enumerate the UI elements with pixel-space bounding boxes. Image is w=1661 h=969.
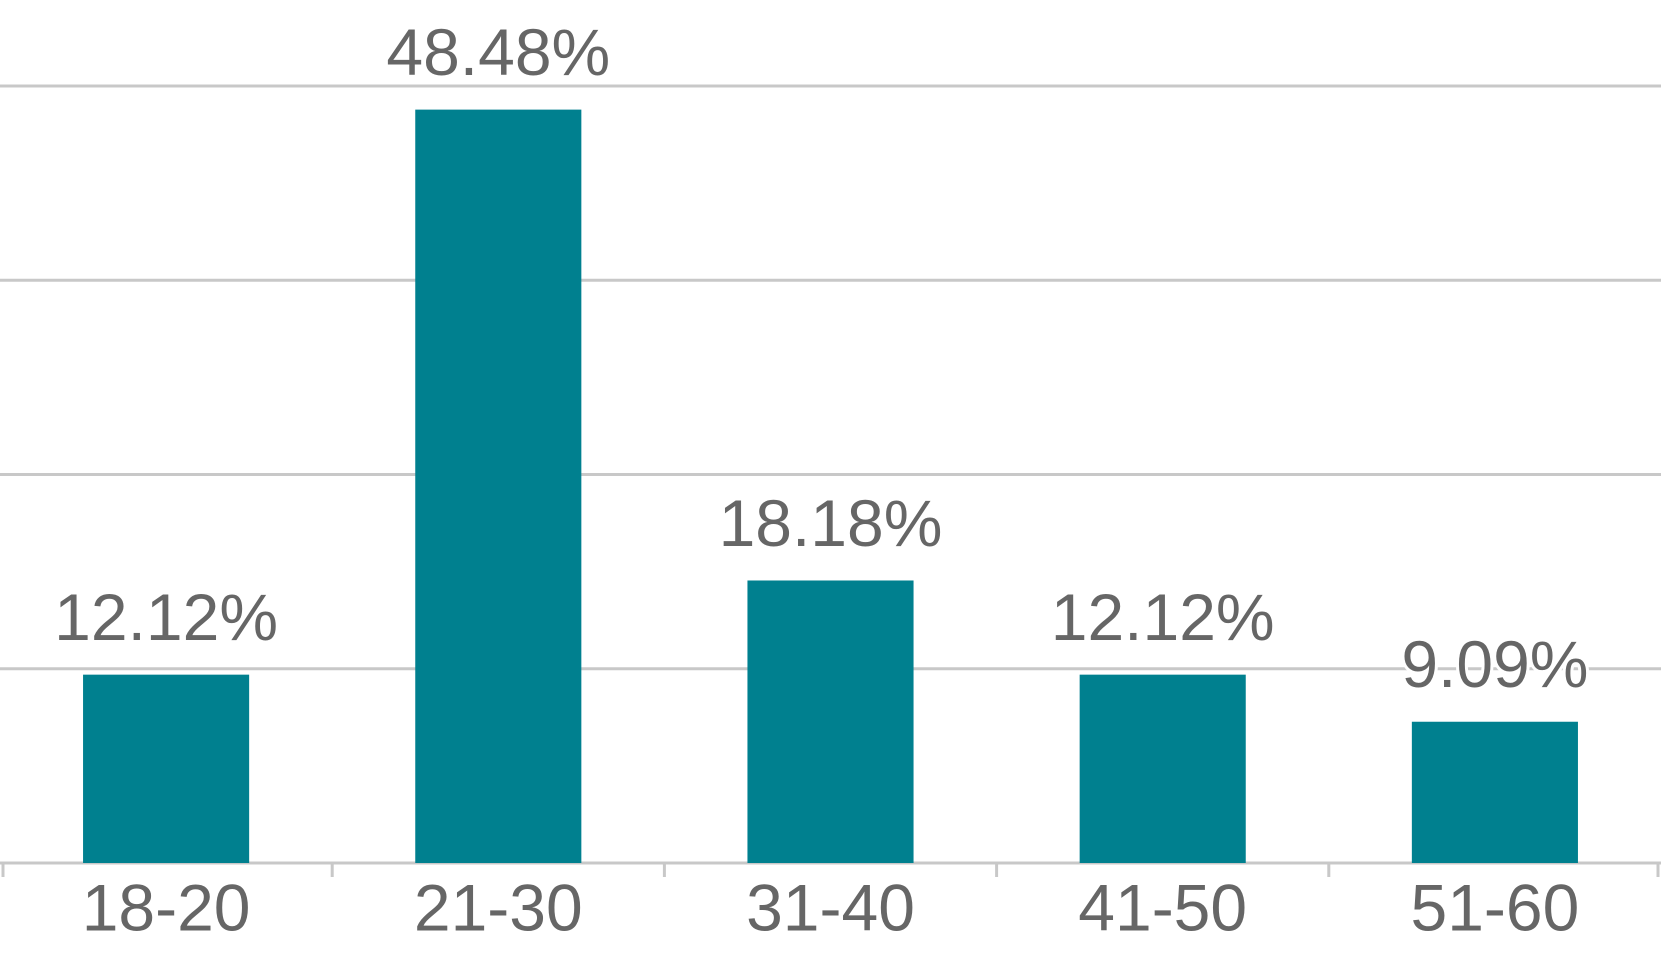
bar	[747, 580, 914, 863]
x-tick-label: 41-50	[1078, 870, 1247, 944]
value-label: 12.12%	[54, 580, 278, 654]
x-tick-label: 21-30	[414, 870, 583, 944]
x-tick-label: 51-60	[1410, 870, 1579, 944]
value-label: 48.48%	[386, 15, 610, 89]
bar	[83, 674, 250, 863]
value-label: 18.18%	[719, 486, 943, 560]
x-tick-label: 31-40	[746, 870, 915, 944]
value-label: 12.12%	[1051, 580, 1275, 654]
bar	[1411, 721, 1578, 863]
x-tick-label: 18-20	[82, 870, 251, 944]
bar	[415, 109, 582, 864]
bar	[1079, 674, 1246, 863]
value-label: 9.09%	[1401, 627, 1588, 701]
